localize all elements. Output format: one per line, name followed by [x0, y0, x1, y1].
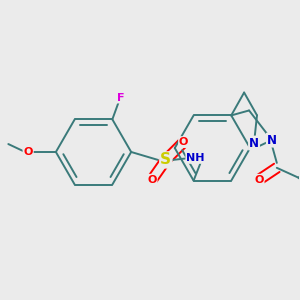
Text: O: O: [254, 175, 264, 185]
Text: N: N: [267, 134, 277, 147]
Text: O: O: [179, 137, 188, 147]
Text: O: O: [23, 147, 33, 157]
Text: N: N: [249, 136, 259, 150]
Text: O: O: [147, 175, 157, 185]
Text: F: F: [116, 93, 124, 103]
Text: NH: NH: [186, 153, 205, 163]
Text: S: S: [160, 152, 171, 167]
